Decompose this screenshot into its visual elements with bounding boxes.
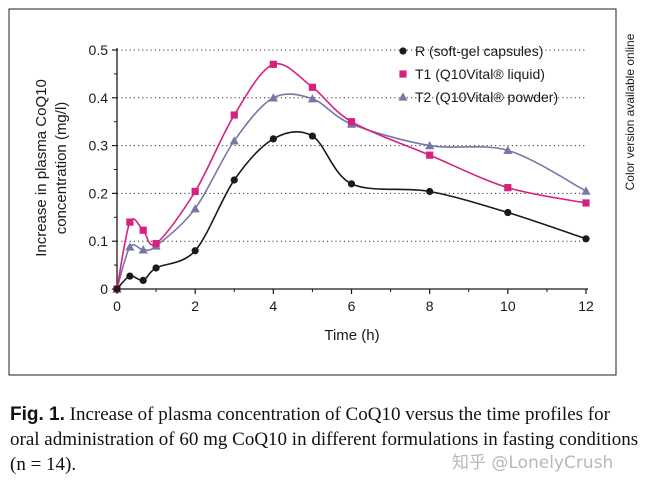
circle-marker (426, 187, 434, 196)
triangle-marker (268, 93, 278, 102)
series (112, 60, 591, 293)
square-marker (504, 184, 512, 192)
triangle-marker (503, 145, 513, 155)
square-marker (126, 218, 134, 226)
square-marker (269, 60, 277, 68)
axes (116, 48, 588, 290)
y-tick-label: 0.5 (89, 42, 109, 58)
y-tick-label: 0.2 (89, 185, 109, 201)
square-marker (426, 151, 434, 159)
y-tick-label: 0.1 (89, 233, 109, 249)
x-tick-label: 8 (426, 298, 434, 314)
legend-label: R (soft-gel capsules) (415, 43, 543, 59)
circle-marker (308, 132, 317, 140)
circle-marker (504, 208, 512, 217)
triangle-marker (581, 186, 591, 195)
y-tick-label: 0.3 (89, 138, 109, 154)
circle-marker (139, 276, 147, 284)
y-axis-title-line1: Increase in plasma CoQ10 (33, 79, 50, 257)
square-marker (582, 199, 590, 207)
legend-marker (398, 92, 408, 101)
caption-text: Increase of plasma concentration of CoQ1… (10, 404, 639, 475)
circle-marker (152, 264, 160, 272)
x-tick-label: 6 (348, 298, 356, 314)
legend-marker (399, 47, 407, 55)
figure-caption: Fig. 1. Increase of plasma concentration… (10, 402, 640, 477)
x-tick-label: 2 (191, 298, 199, 314)
circle-marker (126, 272, 134, 280)
x-tick-label: 4 (269, 298, 277, 314)
y-tick-label: 0.4 (89, 90, 109, 106)
series-r (113, 131, 590, 293)
square-marker (191, 187, 199, 196)
watermark: 知乎 @LonelyCrush (452, 453, 614, 473)
series-line (116, 131, 587, 290)
circle-marker (347, 180, 356, 188)
x-tick-label: 12 (578, 298, 594, 314)
circle-marker (191, 247, 199, 255)
legend: R (soft-gel capsules) T1 (Q10Vital® liqui… (398, 43, 558, 105)
triangle-marker (229, 136, 239, 145)
square-marker (152, 239, 160, 248)
x-tick-label: 10 (500, 298, 516, 314)
legend-marker (399, 70, 407, 78)
legend-label: T2 (Q10Vital® powder) (415, 89, 558, 105)
chart-frame (8, 8, 617, 376)
x-tick-label: 0 (113, 298, 121, 314)
triangle-marker (125, 242, 135, 251)
triangle-marker (425, 141, 435, 150)
figure-label: Fig. 1. (10, 404, 65, 425)
circle-marker (269, 135, 277, 143)
square-marker (139, 226, 147, 234)
square-marker (230, 111, 238, 119)
y-axis-title-line2: concentration (mg/l) (53, 102, 70, 235)
triangle-marker (307, 94, 318, 103)
gridlines (117, 49, 586, 242)
color-version-note: Color version available online (623, 33, 637, 190)
circle-marker (582, 235, 590, 243)
legend-label: T1 (Q10Vital® liquid) (415, 66, 545, 82)
triangle-marker (138, 245, 148, 254)
square-marker (308, 83, 317, 91)
x-axis-title: Time (h) (324, 327, 379, 344)
circle-marker (230, 176, 238, 184)
circle-marker (113, 285, 121, 293)
series-t1 (113, 60, 590, 293)
triangle-marker (190, 204, 200, 213)
y-tick-label: 0 (100, 281, 108, 297)
square-marker (347, 118, 356, 126)
ticks: 0 0.1 0.2 0.3 0.4 0.5 0 2 4 6 8 10 12 (89, 42, 594, 314)
